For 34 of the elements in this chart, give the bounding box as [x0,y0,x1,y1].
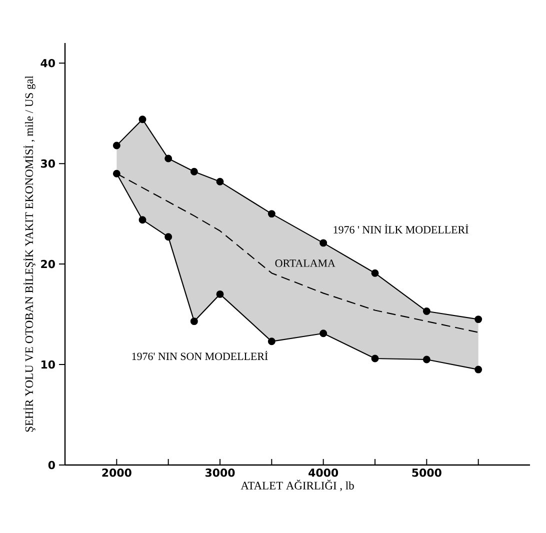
point [190,168,198,176]
point [164,233,172,241]
point [268,210,276,218]
series-label: ORTALAMA [275,260,336,267]
x-tick-label: 5000 [412,468,442,477]
y-tick-label: 10 [41,360,55,369]
point [422,308,430,316]
x-tick-label: 4000 [308,468,338,477]
series-label: 1976 ' NIN İLK MODELLERİ [334,224,468,234]
y-tick-label: 20 [41,260,55,268]
x-axis-title: ATALET AĞIRLIĞI , lb [240,480,354,492]
x-tick-label: 2000 [102,468,132,477]
point [190,318,198,326]
point [474,366,482,374]
series-label: 1976' NIN SON MODELLERİ [132,350,268,360]
point [112,170,120,178]
y-tick-label: 30 [40,159,55,168]
point [138,116,146,124]
point [268,338,276,346]
point [216,178,224,186]
point [112,142,120,150]
point [320,330,328,338]
point [216,290,224,298]
point [320,239,328,247]
point [371,269,379,277]
point [371,354,379,362]
point [164,154,172,162]
y-tick-label: 40 [40,58,55,68]
x-tick-label: 3000 [205,468,235,477]
point [474,316,482,324]
y-axis-title: ŞEHİR YOLU VE OTOBAN BİLEŞİK YAKIT EKONOMİSİ , mile / US gal [23,76,36,432]
point [138,216,146,224]
y-tick-label: 0 [48,460,55,470]
point [422,356,430,364]
